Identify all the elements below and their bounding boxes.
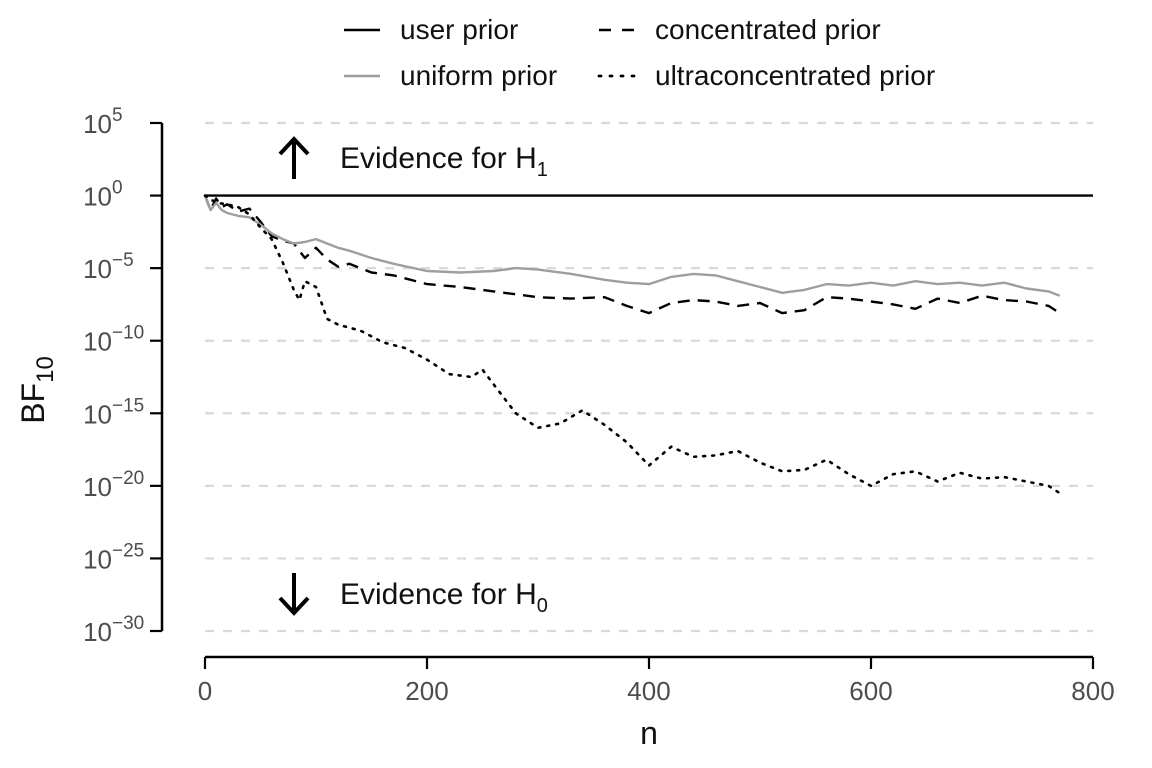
evidence-label-text: Evidence for H <box>340 142 537 175</box>
legend-label: ultraconcentrated prior <box>655 60 935 91</box>
y-tick-base: 10 <box>83 254 112 284</box>
legend-label: uniform prior <box>400 60 557 91</box>
y-axis-title-sub: 10 <box>32 356 59 383</box>
series-line-uniform-prior <box>203 195 1061 297</box>
y-axis-title-main: BF <box>15 383 51 424</box>
x-tick-label: 0 <box>198 676 212 706</box>
x-tick-label: 200 <box>405 676 448 706</box>
legend-item: user prior <box>344 14 518 45</box>
y-tick-base: 10 <box>83 472 112 502</box>
y-tick-base: 10 <box>83 182 112 212</box>
y-tick-label: 10 <box>83 109 112 139</box>
x-tick-label: 400 <box>627 676 670 706</box>
legend-item: uniform prior <box>344 60 557 91</box>
y-tick-base: 10 <box>83 617 112 647</box>
evidence-label: Evidence for H0 <box>340 578 548 617</box>
x-axis-title: n <box>640 715 658 751</box>
y-tick-base: 10 <box>83 109 112 139</box>
legend-label: user prior <box>400 14 518 45</box>
x-tick-label: 800 <box>1071 676 1114 706</box>
legend-item: concentrated prior <box>599 14 881 45</box>
y-tick-base: 10 <box>83 327 112 357</box>
y-tick-exponent: 0 <box>112 178 123 199</box>
legend: user prior concentrated prior uniform prio… <box>344 14 935 91</box>
y-tick-exponent: −30 <box>112 613 144 634</box>
evidence-label-sub: 1 <box>537 159 548 181</box>
y-tick-exponent: −15 <box>112 395 144 416</box>
y-tick-exponent: −20 <box>112 468 144 489</box>
evidence-label-sub: 0 <box>537 595 548 617</box>
grid-lines <box>205 121 1093 633</box>
series-line-ultraconcentrated-prior <box>203 194 1061 495</box>
y-tick-label: 10 <box>83 544 112 574</box>
y-tick-label: 10 <box>83 399 112 429</box>
x-tick-label: 600 <box>849 676 892 706</box>
y-tick-label: 10 <box>83 182 112 212</box>
y-tick-exponent: −5 <box>112 250 134 271</box>
arrow-up-icon <box>278 136 310 179</box>
legend-item: ultraconcentrated prior <box>597 60 935 91</box>
y-tick-exponent: −25 <box>112 540 144 561</box>
y-tick-base: 10 <box>83 399 112 429</box>
y-tick-exponent: 5 <box>112 105 123 126</box>
y-tick-exponent: −10 <box>112 323 144 344</box>
y-tick-base: 10 <box>83 544 112 574</box>
evidence-label: Evidence for H1 <box>340 142 548 181</box>
plot-series <box>203 194 1093 495</box>
y-tick-label: 10 <box>83 617 112 647</box>
series-line-concentrated-prior <box>203 195 1061 315</box>
arrow-down-icon <box>278 573 310 616</box>
y-tick-label: 10 <box>83 472 112 502</box>
legend-label: concentrated prior <box>655 14 881 45</box>
evidence-label-text: Evidence for H <box>340 578 537 611</box>
y-axis-title: BF10 <box>15 356 59 424</box>
y-tick-label: 10 <box>83 327 112 357</box>
y-tick-label: 10 <box>83 254 112 284</box>
